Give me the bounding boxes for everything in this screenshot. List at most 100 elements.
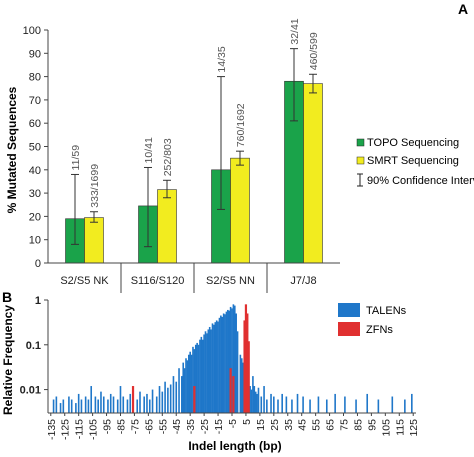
count-label-a-1-1: 252/803 bbox=[162, 138, 174, 176]
bar-b-0-75 bbox=[229, 306, 232, 413]
y-axis-ticks-a: 0 10 20 30 40 50 60 70 80 90 100 bbox=[23, 25, 48, 270]
y-tick-label-a-6: 60 bbox=[29, 118, 41, 130]
bar-b-0-22 bbox=[126, 399, 129, 413]
x-tick-label-b-25: 115 bbox=[394, 419, 406, 436]
bar-a-1-0 bbox=[84, 217, 104, 264]
count-label-a-1-0: 333/1699 bbox=[89, 164, 101, 208]
bar-b-0-39 bbox=[178, 368, 180, 413]
legend-swatch-zfns bbox=[338, 322, 360, 336]
bar-b-1-5 bbox=[244, 304, 248, 413]
x-tick-label-b-8: -55 bbox=[157, 419, 169, 434]
bar-b-0-96 bbox=[263, 386, 265, 413]
x-tick-label-b-2: -115 bbox=[74, 419, 86, 439]
bar-b-0-89 bbox=[250, 389, 253, 413]
bar-b-0-34 bbox=[164, 381, 166, 413]
bar-b-1-2 bbox=[229, 368, 232, 413]
bar-b-0-66 bbox=[217, 321, 219, 413]
bar-b-0-27 bbox=[143, 396, 145, 413]
bar-b-1-7 bbox=[247, 341, 250, 413]
x-tick-label-b-0: -135 bbox=[46, 419, 58, 440]
bar-b-0-90 bbox=[252, 376, 254, 413]
bar-b-0-59 bbox=[207, 329, 210, 413]
count-label-a-0-1: 10/41 bbox=[143, 137, 155, 163]
bar-b-0-25 bbox=[136, 399, 139, 413]
y-axis-label-a: % Mutated Sequences bbox=[5, 86, 19, 213]
y-tick-label-a-7: 70 bbox=[29, 95, 41, 107]
y-tick-label-a-3: 30 bbox=[29, 188, 41, 200]
y-tick-label-b-0: 0.01 bbox=[20, 385, 41, 397]
bar-b-0-109 bbox=[334, 393, 336, 413]
x-tick-label-b-16: 25 bbox=[269, 419, 281, 431]
bar-b-0-48 bbox=[192, 346, 194, 413]
bar-b-0-69 bbox=[221, 316, 224, 413]
bar-b-0-77 bbox=[232, 304, 235, 413]
x-tick-label-b-26: 125 bbox=[408, 419, 420, 437]
bar-b-0-53 bbox=[199, 339, 201, 413]
x-tick-label-b-9: -45 bbox=[171, 419, 183, 434]
bar-b-0-93 bbox=[256, 393, 258, 413]
x-axis-ticks-a: S2/S5 NK S116/S120 S2/S5 NN J7/J8 bbox=[60, 263, 317, 293]
count-label-a-1-2: 760/1692 bbox=[235, 103, 247, 147]
x-tick-label-b-20: 65 bbox=[325, 419, 337, 431]
bar-b-0-15 bbox=[102, 396, 105, 413]
bar-b-0-80 bbox=[236, 331, 239, 413]
x-tick-label-a-3: J7/J8 bbox=[290, 275, 316, 287]
bar-b-0-36 bbox=[169, 384, 172, 413]
y-tick-label-a-5: 50 bbox=[29, 142, 41, 154]
bar-b-0-116 bbox=[411, 393, 413, 413]
bar-b-0-112 bbox=[366, 393, 369, 413]
bars-b bbox=[52, 304, 413, 413]
y-tick-label-a-10: 100 bbox=[23, 25, 41, 37]
bar-b-0-104 bbox=[296, 393, 299, 413]
bar-b-0-26 bbox=[139, 391, 141, 413]
bar-b-0-47 bbox=[190, 354, 193, 413]
x-tick-label-b-4: -95 bbox=[102, 419, 114, 434]
legend-swatch-talens bbox=[338, 303, 360, 317]
y-tick-label-a-4: 40 bbox=[29, 165, 41, 177]
bar-b-0-18 bbox=[112, 396, 115, 413]
x-tick-label-b-19: 55 bbox=[311, 419, 323, 431]
panel-a: A % Mutated Sequences 0 10 20 30 40 50 60 70 80 9… bbox=[5, 1, 474, 293]
bar-b-0-105 bbox=[302, 396, 304, 413]
bar-b-0-54 bbox=[200, 336, 203, 413]
bar-b-0-108 bbox=[325, 399, 328, 413]
x-tick-label-b-14: 5 bbox=[241, 419, 253, 425]
bar-b-0-29 bbox=[148, 399, 151, 413]
bar-b-0-81 bbox=[239, 354, 242, 413]
bar-b-0-103 bbox=[291, 399, 293, 413]
bar-b-0-99 bbox=[273, 396, 275, 413]
bar-b-0-52 bbox=[197, 344, 200, 413]
bar-b-0-115 bbox=[404, 399, 406, 413]
x-tick-label-b-21: 75 bbox=[339, 419, 351, 431]
bar-b-0-16 bbox=[107, 399, 109, 413]
x-tick-label-a-2: S2/S5 NN bbox=[206, 275, 255, 287]
bar-b-0-83 bbox=[242, 362, 244, 413]
bar-b-0-110 bbox=[344, 396, 346, 413]
x-tick-label-b-12: -15 bbox=[213, 419, 225, 434]
bar-b-0-107 bbox=[317, 396, 320, 413]
bar-b-0-3 bbox=[62, 399, 65, 413]
bar-b-0-78 bbox=[233, 305, 236, 413]
y-tick-label-a-8: 80 bbox=[29, 72, 41, 84]
x-axis-label-b: Indel length (bp) bbox=[188, 439, 281, 453]
x-tick-label-b-13: -5 bbox=[227, 419, 239, 428]
bar-b-0-12 bbox=[94, 396, 97, 413]
legend-label-smrt: SMRT Sequencing bbox=[367, 155, 459, 167]
bar-b-0-106 bbox=[309, 399, 311, 413]
bar-b-0-5 bbox=[70, 399, 73, 413]
bar-b-0-50 bbox=[194, 344, 197, 413]
bar-b-1-6 bbox=[246, 313, 249, 413]
bar-b-0-14 bbox=[100, 391, 102, 413]
bars-a bbox=[65, 80, 323, 264]
x-tick-label-b-17: 35 bbox=[283, 419, 295, 431]
bar-b-0-92 bbox=[254, 391, 257, 413]
panel-label-b: B bbox=[2, 289, 12, 305]
count-labels-a: 11/59 333/1699 10/41 252/803 14/35 760/1692 32… bbox=[70, 18, 320, 208]
bar-b-0-21 bbox=[122, 396, 125, 413]
bar-b-0-7 bbox=[77, 393, 80, 413]
bar-b-0-6 bbox=[75, 403, 77, 413]
bar-b-0-43 bbox=[185, 358, 187, 413]
bar-b-0-67 bbox=[218, 317, 221, 413]
bar-b-0-55 bbox=[201, 339, 204, 413]
bar-b-1-0 bbox=[131, 386, 135, 413]
